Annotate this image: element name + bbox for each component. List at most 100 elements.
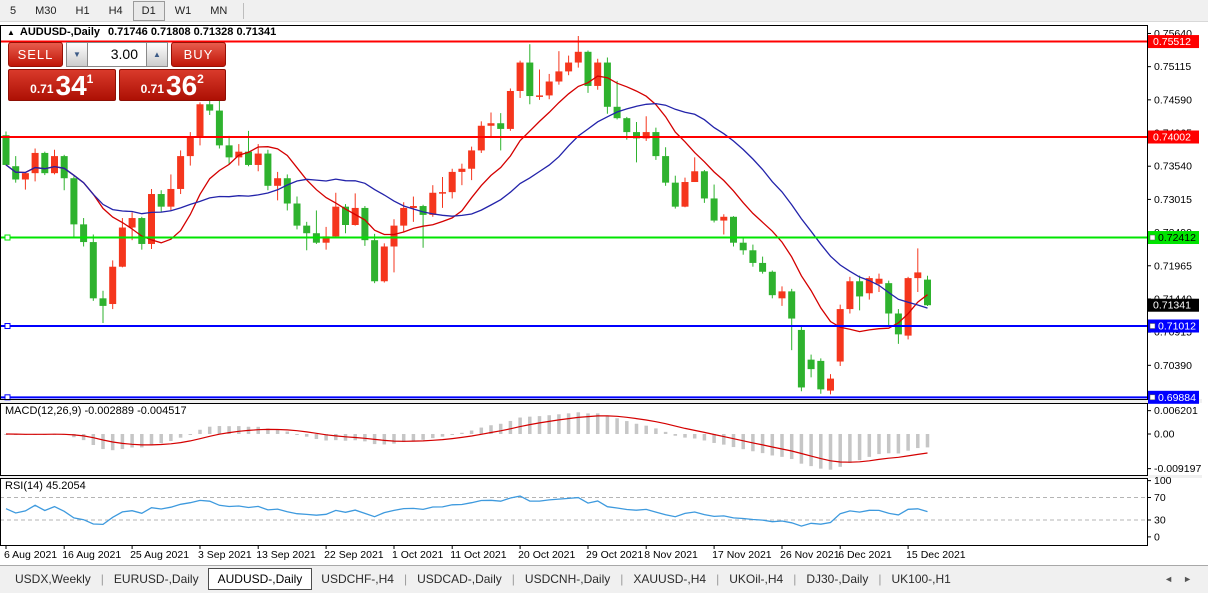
period-button-H1[interactable]: H1 [75,4,90,17]
volume-decrease-button[interactable]: ▼ [66,42,88,67]
candle-body [730,216,737,243]
period-button-W1[interactable]: W1 [174,4,192,17]
candle-body [303,225,311,234]
candle-body [700,171,708,199]
candle-body [817,360,825,390]
svg-text:13 Sep 2021: 13 Sep 2021 [256,549,316,561]
svg-text:3 Sep 2021: 3 Sep 2021 [198,549,252,561]
svg-text:0.72412: 0.72412 [1158,232,1196,244]
chart-canvas[interactable]: 0.756400.751150.745900.740650.735400.730… [0,22,1202,565]
candle-body [245,151,252,165]
sell-button[interactable]: SELL [8,42,63,67]
candle-body [652,132,660,157]
pane-border [0,25,1148,400]
period-button-MN[interactable]: MN [210,4,228,17]
candle-body [739,242,747,251]
candle-body [468,150,476,169]
candle-body [31,152,39,174]
chart-tab-xauusd-h4[interactable]: XAUUSD-,H4 [633,571,707,586]
svg-text:0.71965: 0.71965 [1154,260,1192,272]
candle-body [778,291,786,299]
svg-text:0.73015: 0.73015 [1154,194,1192,206]
candle-body [12,166,20,180]
candle-body [206,104,214,111]
candle-body [904,278,912,336]
chart-tab-audusd-daily[interactable]: AUDUSD-,Daily [207,567,313,590]
period-button-D1[interactable]: D1 [132,0,165,21]
tab-scroll-left-icon[interactable]: ◄ [1164,573,1174,584]
volume-increase-button[interactable]: ▲ [146,42,168,67]
chart-tab-usdx-weekly[interactable]: USDX,Weekly [15,571,91,586]
chart-tab-uk100-h1[interactable]: UK100-,H1 [891,571,951,586]
svg-text:0.73540: 0.73540 [1154,161,1192,173]
horizontal-lines[interactable] [0,40,1147,401]
candle-body [264,153,272,186]
candle-body [118,227,126,267]
candle-body [60,156,68,179]
line-handle [4,323,11,330]
candle-body [390,225,398,247]
candle-body [409,206,417,208]
tab-separator: | [620,571,624,586]
period-button-5[interactable]: 5 [10,4,17,17]
candle-body [361,207,369,241]
candle-body [274,178,282,186]
sell-price-small: 0.71 [30,82,54,96]
candle-body [681,182,689,207]
collapse-arrow-icon[interactable]: ▲ [7,27,15,37]
line-handle [4,234,11,241]
chart-title: ▲ AUDUSD-,Daily 0.71746 0.71808 0.71328 … [7,26,276,38]
chart-tab-eurusd-daily[interactable]: EURUSD-,Daily [113,571,199,586]
svg-text:0.69884: 0.69884 [1158,392,1196,404]
axis-label-0.75512 [1148,35,1199,49]
period-button-M30[interactable]: M30 [35,4,57,17]
candle-body [584,51,592,86]
chevron-up-icon: ▲ [153,50,161,59]
candle-body [351,207,359,225]
candle-body [157,194,165,207]
candle-body [894,313,902,335]
candle-body [322,236,330,243]
candle-body [458,168,466,172]
candle-body [51,156,58,174]
chart-tab-usdcnh-daily[interactable]: USDCNH-,Daily [524,571,611,586]
pane-border [0,403,1148,476]
candle-body [914,272,922,279]
buy-price-tile[interactable]: 0.71 36 2 [118,69,226,101]
volume-input[interactable]: 3.00 [88,42,146,67]
svg-text:17 Nov 2021: 17 Nov 2021 [712,549,772,561]
candle-body [545,81,553,96]
svg-text:0.74590: 0.74590 [1154,94,1192,106]
candle-body [526,62,534,97]
candle-body [836,309,844,362]
svg-text:15 Dec 2021: 15 Dec 2021 [906,549,966,561]
candle-body [885,283,893,314]
candle-body [138,218,146,244]
candle-body [429,192,437,215]
candle-body [633,132,640,139]
buy-button[interactable]: BUY [171,42,226,67]
candle-body [603,62,611,107]
candle-body [380,246,388,282]
candle-body [283,178,291,204]
chart-tab-usdchf-h4[interactable]: USDCHF-,H4 [321,571,394,586]
sell-price-tile[interactable]: 0.71 34 1 [8,69,116,101]
buy-price-big: 36 [166,70,198,101]
tab-separator: | [403,571,408,586]
buy-price-small: 0.71 [140,82,164,96]
candle-body [225,145,233,158]
tab-separator: | [100,571,104,586]
candle-body [827,378,834,391]
tab-scroll-right-icon[interactable]: ► [1183,573,1192,584]
period-button-H4[interactable]: H4 [108,4,123,17]
axis-label-0.72412 [1148,231,1199,245]
chart-window: 0.756400.751150.745900.740650.735400.730… [0,22,1208,565]
candle-body [797,329,805,388]
candle-body [768,271,776,296]
candle-body [21,173,29,180]
chart-tab-usdcad-daily[interactable]: USDCAD-,Daily [417,571,502,586]
chevron-down-icon: ▼ [73,50,81,59]
chart-tab-dj30-daily[interactable]: DJ30-,Daily [806,571,869,586]
candle-body [749,250,757,263]
chart-tab-ukoil-h4[interactable]: UKOil-,H4 [729,571,784,586]
